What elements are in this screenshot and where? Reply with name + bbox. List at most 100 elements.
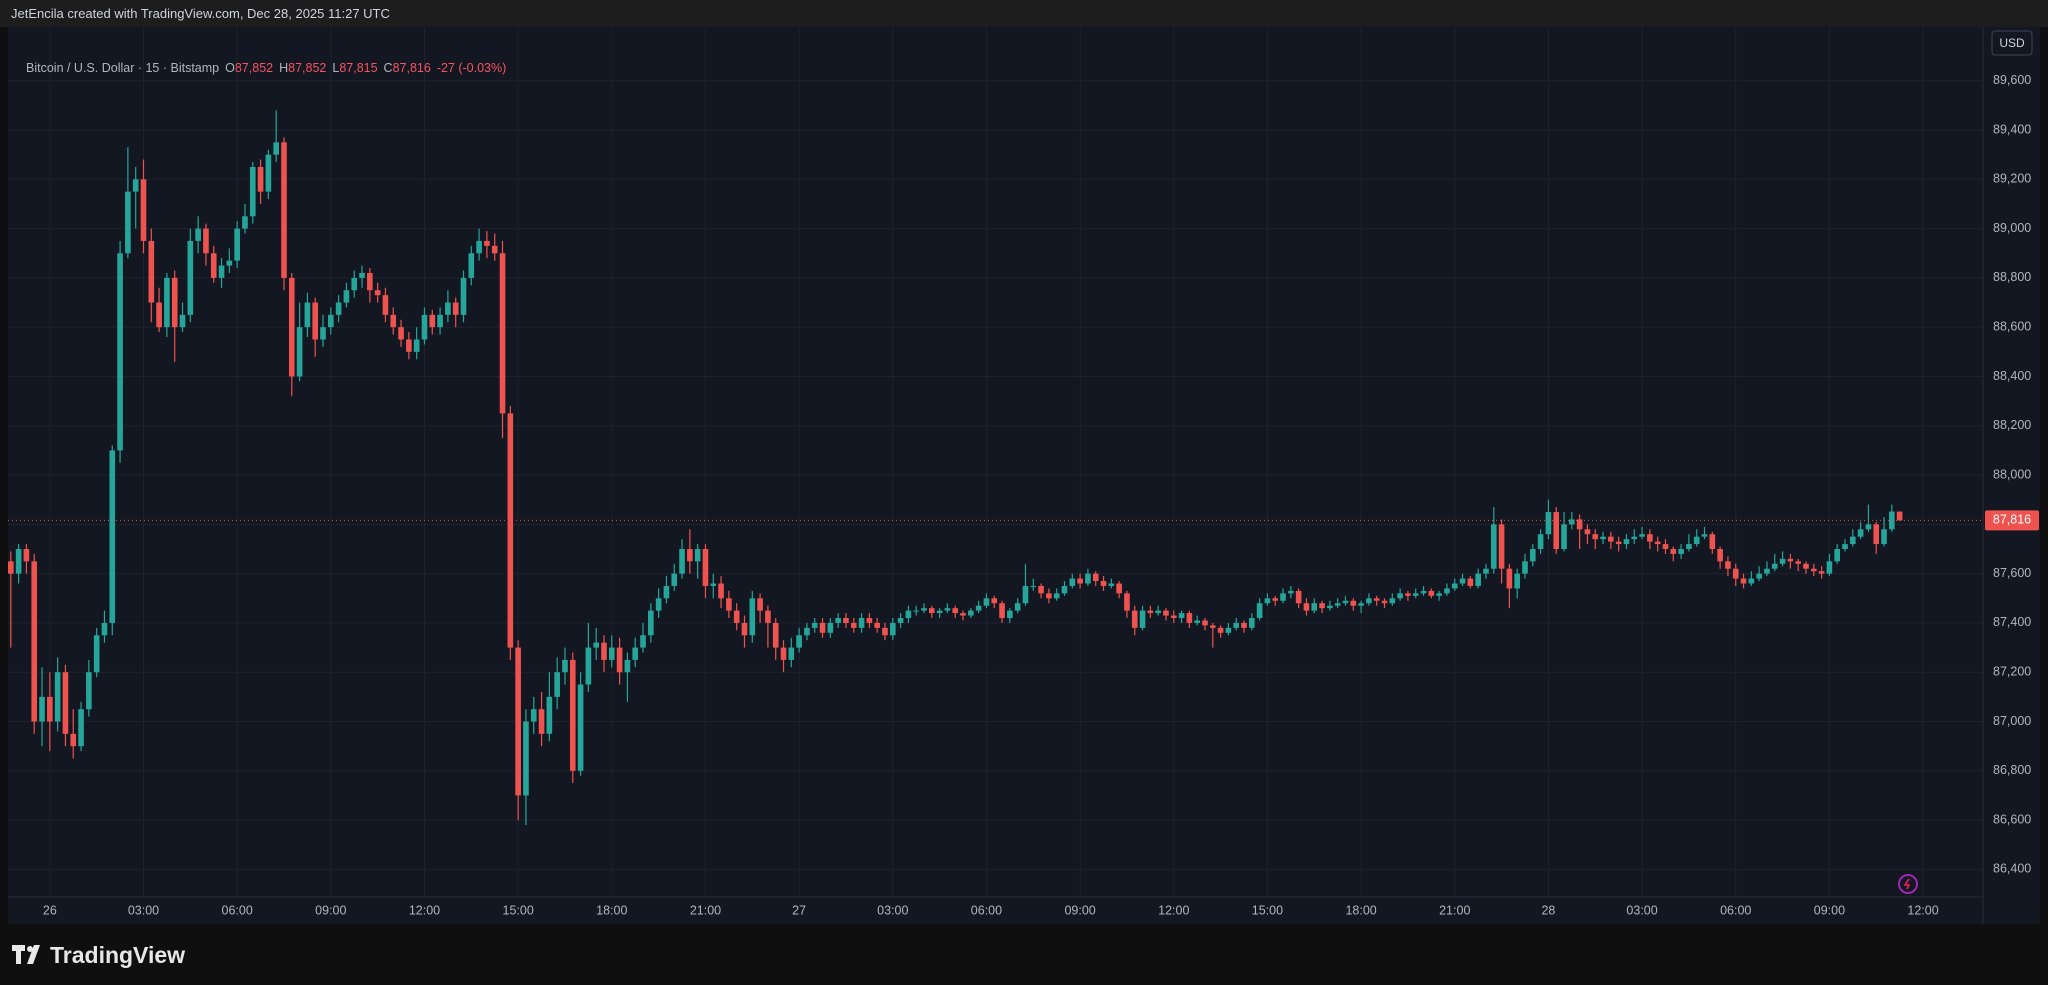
candle-body <box>148 240 155 303</box>
candle-body <box>546 696 553 734</box>
candle-body <box>1217 627 1224 633</box>
candle-body <box>62 672 69 734</box>
candle-body <box>874 622 880 628</box>
axes: 86,400 86,600 86,800 87,000 87,200 87,400 87,6… <box>8 73 2039 917</box>
candle-body <box>843 618 849 623</box>
candle-body <box>585 647 592 685</box>
x-tick-label: 12:00 <box>409 903 440 917</box>
candle-body <box>1451 583 1458 589</box>
candle-body <box>1670 549 1677 554</box>
candle-body <box>1639 534 1645 537</box>
candle-body <box>1077 578 1083 584</box>
x-tick-label: 15:00 <box>1252 903 1283 917</box>
candle-body <box>187 240 194 315</box>
candle-body <box>86 672 92 710</box>
top-bar: JetEncila created with TradingView.com, … <box>0 0 2048 27</box>
candle-body <box>921 608 927 611</box>
candle-body <box>1717 549 1723 562</box>
candle-body <box>1810 568 1817 572</box>
readout-value: 87,816 <box>392 61 431 75</box>
candle-body <box>343 290 350 303</box>
candle-body <box>1014 603 1021 611</box>
candle-body <box>991 598 998 604</box>
candle-body <box>1303 603 1310 611</box>
candle-body <box>39 696 45 722</box>
readout-key: C <box>383 61 393 75</box>
x-tick-label: 18:00 <box>1345 903 1376 917</box>
x-tick-label: 06:00 <box>1720 903 1751 917</box>
candle-body <box>1358 603 1364 606</box>
candle-body <box>1405 593 1411 596</box>
candle-body <box>866 618 873 623</box>
candle-body <box>288 277 295 377</box>
y-tick-label: 88,200 <box>1993 418 2031 432</box>
candle-body <box>1857 529 1864 537</box>
y-tick-label: 88,800 <box>1993 270 2031 284</box>
candle-body <box>1498 524 1505 569</box>
x-tick-label: 03:00 <box>1626 903 1657 917</box>
candle-body <box>601 642 607 660</box>
x-tick-label: 03:00 <box>128 903 159 917</box>
candle-body <box>351 277 358 291</box>
y-tick-label: 88,000 <box>1993 467 2031 481</box>
candle-body <box>1490 524 1497 569</box>
x-tick-label: 09:00 <box>1064 903 1095 917</box>
candle-body <box>577 684 584 771</box>
candle-body <box>1553 512 1560 549</box>
candle-body <box>499 253 506 414</box>
candle-body <box>1756 573 1762 579</box>
candle-body <box>1764 568 1770 574</box>
candle-body <box>1600 536 1606 540</box>
candle-body <box>913 610 920 612</box>
candle-body <box>983 598 990 606</box>
candle-body <box>452 302 459 315</box>
y-tick-label: 86,400 <box>1993 862 2031 876</box>
candle-body <box>702 549 709 586</box>
candle-body <box>8 561 14 574</box>
candle-body <box>1124 593 1130 611</box>
candle-body <box>929 608 935 614</box>
candle-body <box>1022 585 1029 604</box>
candle-body <box>1155 610 1161 614</box>
candle-body <box>608 647 615 660</box>
change: -27 (-0.03%) <box>436 61 507 75</box>
candle-body <box>960 613 966 616</box>
candle-body <box>1280 593 1286 601</box>
candle-body <box>1740 578 1747 584</box>
candle-body <box>1373 598 1380 601</box>
candle-body <box>999 603 1005 619</box>
candle-body <box>1092 573 1099 582</box>
logo-icon <box>12 945 40 964</box>
currency-box[interactable] <box>1991 30 2033 56</box>
candle-body <box>1662 544 1669 549</box>
y-tick-label: 89,600 <box>1993 73 2031 87</box>
candle-body <box>210 253 217 278</box>
candle-body <box>249 166 256 217</box>
candle-body <box>523 721 529 796</box>
x-tick-label: 09:00 <box>315 903 346 917</box>
candle-body <box>1475 573 1481 586</box>
chart: USD 86,400 86,600 86,800 87,000 87,200 87,400… <box>8 27 2040 924</box>
candle-body <box>1311 603 1318 611</box>
candle-body <box>741 622 748 636</box>
candle-body <box>1334 603 1341 606</box>
candle-body <box>1826 561 1833 574</box>
readout-value: 87,852 <box>234 61 274 75</box>
candle-body <box>54 672 61 722</box>
x-tick-label: 03:00 <box>877 903 908 917</box>
x-tick-label: 06:00 <box>222 903 253 917</box>
x-tick-label: 26 <box>43 903 57 917</box>
x-tick-label: 12:00 <box>1907 903 1938 917</box>
candle-body <box>897 618 904 623</box>
candle-body <box>335 302 342 315</box>
y-tick-label: 89,000 <box>1993 221 2031 235</box>
candle-body <box>889 622 896 636</box>
candle-body <box>905 610 912 619</box>
candle-body <box>304 302 311 328</box>
candle-body <box>1686 544 1692 549</box>
candle-body <box>468 253 475 278</box>
candle-body <box>640 635 646 648</box>
candle-body <box>1007 610 1013 619</box>
candle-body <box>1131 610 1138 628</box>
